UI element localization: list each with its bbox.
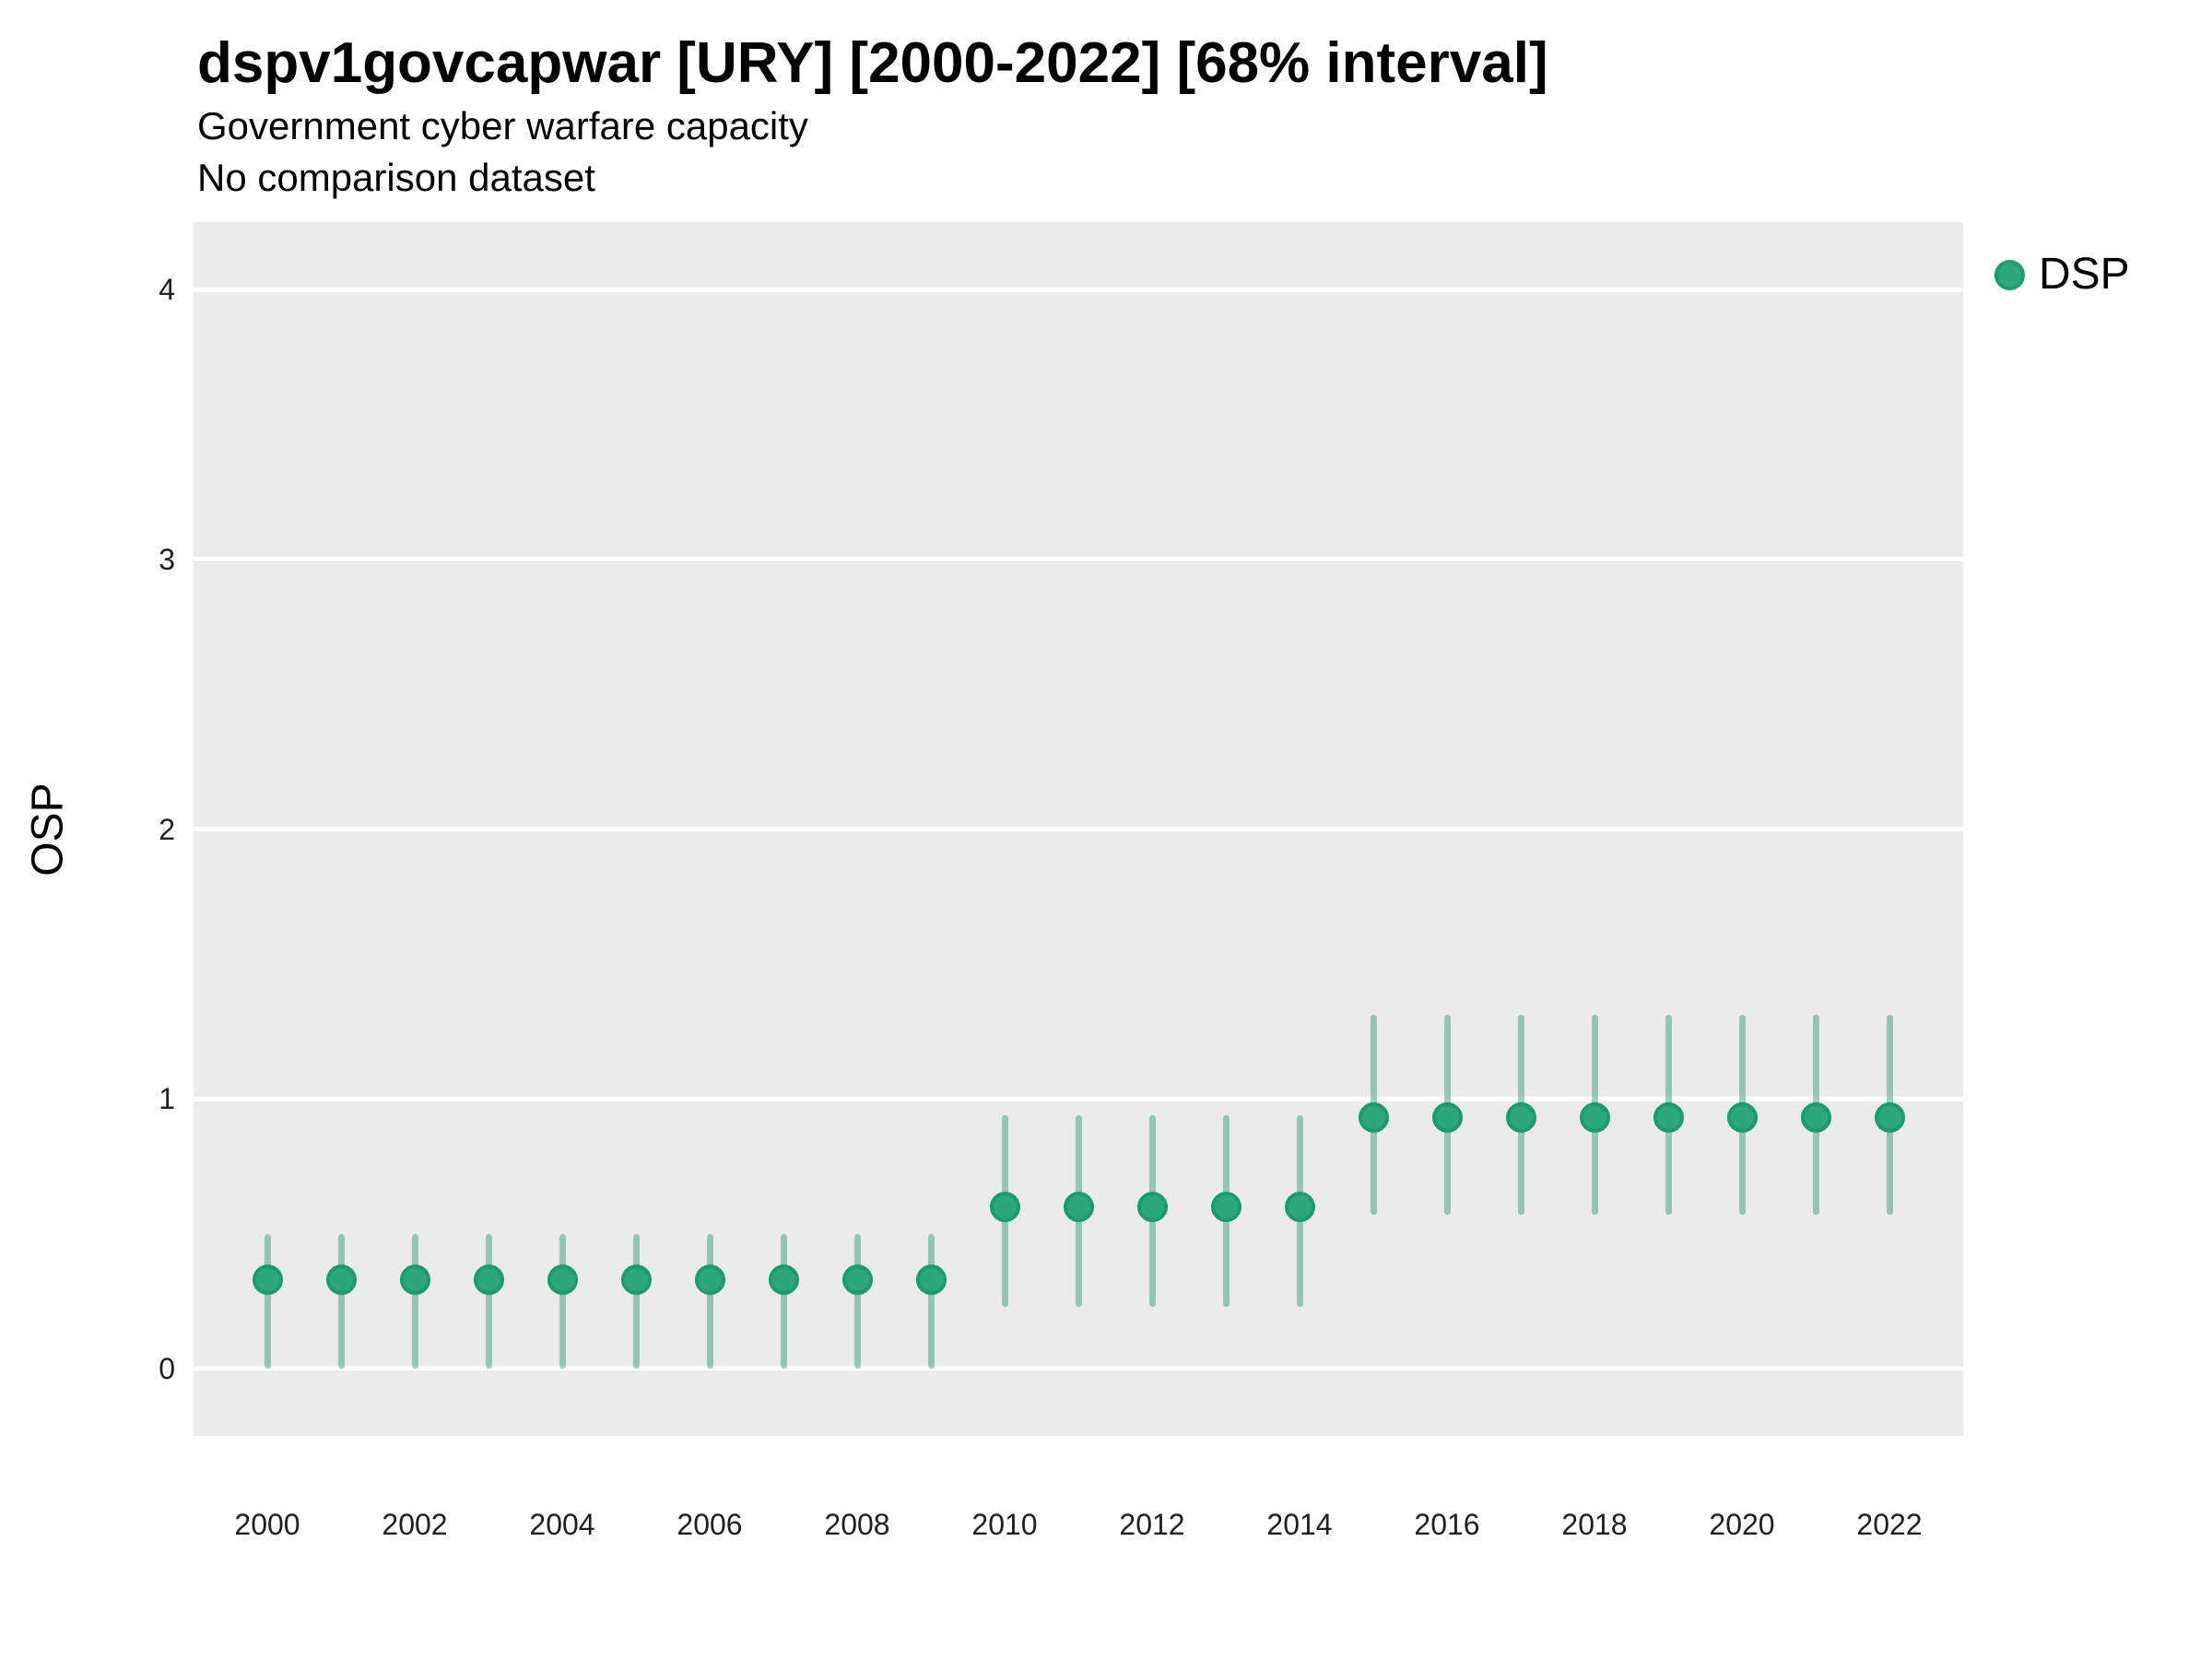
gridline-y-3 (194, 557, 1963, 562)
x-tick-label: 2000 (234, 1508, 300, 1541)
data-point (1874, 1102, 1905, 1134)
data-point (1653, 1102, 1684, 1134)
y-tick-label: 3 (159, 542, 175, 576)
y-axis-title: OSP (23, 782, 73, 877)
interval-line (706, 1233, 713, 1369)
data-point (1431, 1102, 1463, 1134)
data-point (1210, 1191, 1241, 1222)
interval-line (927, 1233, 935, 1369)
x-tick-label: 2012 (1119, 1508, 1185, 1541)
data-point (1800, 1102, 1831, 1134)
x-tick-label: 2020 (1709, 1508, 1775, 1541)
data-point (325, 1264, 357, 1295)
legend-label: DSP (2039, 250, 2130, 299)
data-point (1579, 1102, 1610, 1134)
chart-note: No comparison dataset (197, 156, 595, 199)
plot-panel (194, 222, 1963, 1436)
data-point (1284, 1191, 1315, 1222)
interval-line (264, 1233, 271, 1369)
x-tick-label: 2018 (1561, 1508, 1628, 1541)
x-tick-label: 2002 (382, 1508, 448, 1541)
x-tick-label: 2022 (1856, 1508, 1923, 1541)
interval-line (853, 1233, 861, 1369)
data-point (1505, 1102, 1536, 1134)
data-point (1358, 1102, 1389, 1134)
data-point (694, 1264, 725, 1295)
x-tick-label: 2010 (971, 1508, 1038, 1541)
data-point (620, 1264, 652, 1295)
interval-line (411, 1233, 418, 1369)
interval-line (780, 1233, 787, 1369)
y-tick-label: 1 (159, 1082, 175, 1116)
x-tick-label: 2006 (677, 1508, 743, 1541)
y-tick-label: 0 (159, 1351, 175, 1385)
data-point (547, 1264, 578, 1295)
gridline-y-1 (194, 1096, 1963, 1101)
x-tick-label: 2004 (529, 1508, 595, 1541)
data-point (1136, 1191, 1168, 1222)
data-point (989, 1191, 1020, 1222)
data-point (473, 1264, 504, 1295)
gridline-y-2 (194, 827, 1963, 831)
interval-line (337, 1233, 345, 1369)
y-tick-label: 2 (159, 812, 175, 846)
legend: DSP (1994, 253, 2130, 297)
interval-line (485, 1233, 492, 1369)
legend-dot-icon (1994, 259, 2025, 290)
data-point (841, 1264, 873, 1295)
x-tick-label: 2014 (1266, 1508, 1333, 1541)
gridline-y-4 (194, 287, 1963, 292)
data-point (1063, 1191, 1094, 1222)
chart-title: dspv1govcapwar [URY] [2000-2022] [68% in… (197, 31, 1548, 95)
data-point (1726, 1102, 1758, 1134)
data-point (252, 1264, 283, 1295)
y-tick-label: 4 (159, 273, 175, 307)
data-point (915, 1264, 947, 1295)
gridline-y-0 (194, 1366, 1963, 1371)
chart-subtitle: Government cyber warfare capacity (197, 104, 808, 147)
x-tick-label: 2016 (1414, 1508, 1480, 1541)
interval-line (632, 1233, 640, 1369)
x-tick-label: 2008 (824, 1508, 890, 1541)
interval-line (559, 1233, 566, 1369)
data-point (768, 1264, 799, 1295)
data-point (399, 1264, 430, 1295)
